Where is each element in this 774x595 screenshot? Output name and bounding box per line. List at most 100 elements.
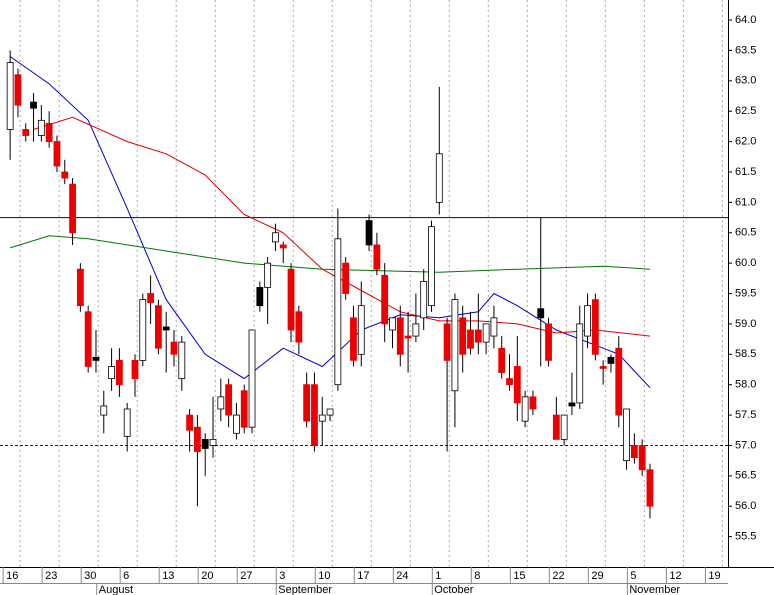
candle-body xyxy=(37,119,45,136)
x-tick-label: 10 xyxy=(318,570,330,582)
candle-body xyxy=(490,317,498,337)
candle-body xyxy=(209,438,217,446)
y-tick-label: 63.5 xyxy=(735,44,756,56)
candle-body xyxy=(396,317,404,355)
y-tick-label: 61.0 xyxy=(735,196,756,208)
x-tick-label: 3 xyxy=(279,570,285,582)
candle-body xyxy=(178,341,186,380)
candle-body xyxy=(256,287,264,307)
candle-body xyxy=(537,308,545,319)
candle-body xyxy=(435,153,443,203)
x-tick-label: 6 xyxy=(123,570,129,582)
candle-body xyxy=(334,238,342,386)
y-tick-label: 61.5 xyxy=(735,166,756,178)
candle-body xyxy=(443,323,451,361)
candle-body xyxy=(506,378,513,386)
x-tick-label: 19 xyxy=(708,570,720,582)
candle-body xyxy=(6,62,14,130)
candle-body xyxy=(404,335,412,339)
candle-body xyxy=(560,414,568,440)
candle-body xyxy=(170,341,178,355)
x-tick-label: 20 xyxy=(201,570,213,582)
y-tick-label: 60.5 xyxy=(735,227,756,239)
candle-body xyxy=(154,305,162,349)
x-tick-label: 22 xyxy=(552,570,564,582)
candle-body xyxy=(264,262,272,288)
candle-body xyxy=(474,329,482,343)
y-tick-label: 63.0 xyxy=(735,75,756,87)
candle-body xyxy=(389,317,396,331)
candle-body xyxy=(240,390,248,428)
y-tick-label: 59.0 xyxy=(735,318,756,330)
y-tick-label: 58.0 xyxy=(735,379,756,391)
y-tick-label: 62.0 xyxy=(735,136,756,148)
candle-body xyxy=(194,426,201,452)
x-tick-label: 1 xyxy=(435,570,441,582)
x-tick-label: 30 xyxy=(84,570,96,582)
x-tick-label: 15 xyxy=(513,570,525,582)
candle-body xyxy=(615,347,623,416)
candle-body xyxy=(100,405,108,416)
candle-body xyxy=(498,347,506,373)
y-tick-label: 55.5 xyxy=(735,531,756,543)
x-tick-label: 5 xyxy=(630,570,636,582)
candle-body xyxy=(108,366,115,380)
candle-body xyxy=(623,408,630,462)
candle-body xyxy=(272,232,279,243)
candle-body xyxy=(311,384,318,446)
candle-body xyxy=(22,129,30,136)
candle-body xyxy=(53,141,61,167)
y-tick-label: 57.5 xyxy=(735,409,756,421)
month-label: August xyxy=(99,584,133,595)
candle-body xyxy=(529,396,537,410)
y-tick-label: 57.0 xyxy=(735,439,756,451)
candle-body xyxy=(162,326,170,331)
candle-body xyxy=(318,414,326,422)
candle-body xyxy=(584,305,591,337)
candle-body xyxy=(233,414,240,434)
y-tick-label: 60.0 xyxy=(735,257,756,269)
x-tick-label: 8 xyxy=(474,570,480,582)
candle-body xyxy=(30,101,37,109)
y-tick-label: 62.5 xyxy=(735,105,756,117)
candle-body xyxy=(381,274,389,325)
candle-body xyxy=(482,323,490,343)
candle-body xyxy=(591,299,599,355)
moving-average xyxy=(9,235,651,273)
x-tick-label: 29 xyxy=(591,570,603,582)
candle-body xyxy=(513,366,521,404)
y-tick-label: 58.5 xyxy=(735,348,756,360)
candle-body xyxy=(201,438,209,449)
x-tick-label: 27 xyxy=(240,570,252,582)
candle-body xyxy=(186,414,194,431)
candle-body xyxy=(412,323,420,337)
candle-body xyxy=(545,323,552,361)
candle-body xyxy=(638,445,646,471)
candle-body xyxy=(123,408,131,437)
candle-body xyxy=(350,317,357,361)
candle-body xyxy=(365,220,373,246)
candle-body xyxy=(14,74,22,106)
candle-body xyxy=(646,469,654,507)
candle-body xyxy=(420,280,428,319)
candle-body xyxy=(451,299,459,392)
month-label: September xyxy=(278,584,332,595)
candle-body xyxy=(92,356,100,361)
candle-body xyxy=(599,366,607,369)
candle-body xyxy=(467,329,474,349)
moving-average xyxy=(33,116,651,337)
candle-body xyxy=(295,311,303,343)
x-tick-label: 23 xyxy=(45,570,57,582)
x-tick-label: 16 xyxy=(6,570,18,582)
candle-body xyxy=(279,244,287,249)
x-tick-label: 17 xyxy=(357,570,369,582)
candle-body xyxy=(521,396,529,422)
month-label: October xyxy=(434,584,473,595)
candle-body xyxy=(131,359,139,380)
candle-body xyxy=(303,384,311,422)
candle-body xyxy=(147,293,154,304)
candle-body xyxy=(357,305,365,355)
candle-body xyxy=(115,359,123,386)
candle-body xyxy=(139,299,147,361)
candle-body xyxy=(568,402,576,407)
